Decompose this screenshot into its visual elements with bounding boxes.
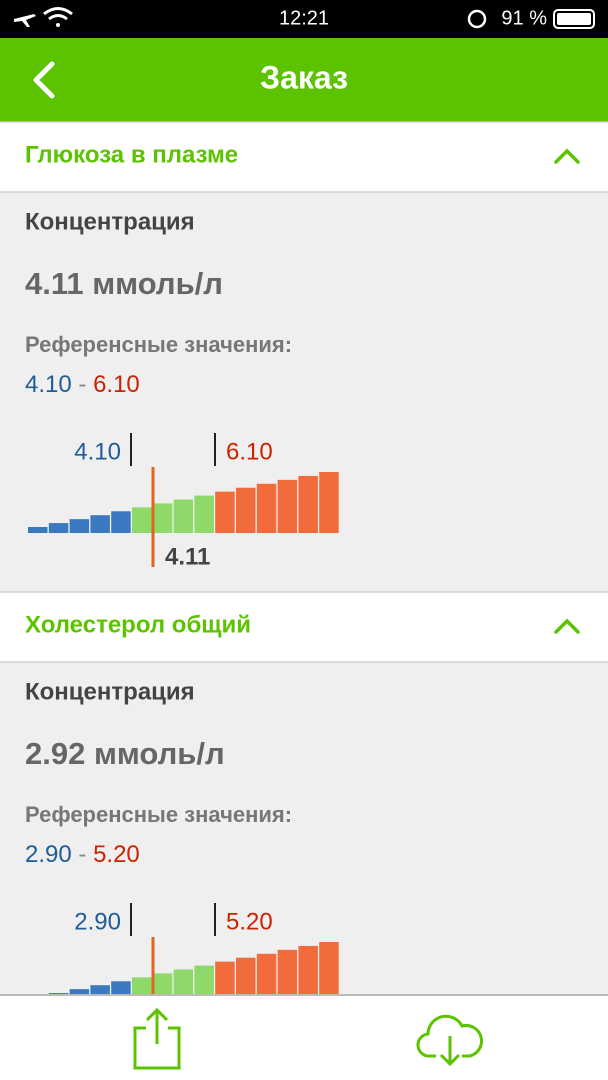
gauge-bar [277, 479, 298, 533]
reference-range: 2.90 - 5.20 [25, 841, 140, 868]
wifi-icon [43, 7, 73, 27]
reference-high: 6.10 [93, 371, 140, 398]
section-header[interactable] [0, 592, 608, 662]
reference-separator: - [78, 371, 86, 398]
result-value: 2.92 ммоль/л [25, 736, 225, 771]
reference-range: 4.10 - 6.10 [25, 371, 140, 398]
battery-icon [553, 9, 595, 29]
gauge-bar [256, 483, 277, 533]
download-button[interactable] [416, 1014, 483, 1067]
battery-level [557, 13, 591, 25]
gauge-high-label: 6.10 [226, 438, 273, 465]
gauge-bar [173, 499, 194, 533]
reference-low: 2.90 [25, 841, 72, 868]
gauge-bar [48, 523, 69, 533]
gauge-bar [194, 495, 214, 533]
toolbar [0, 995, 608, 1080]
gauge-bar [215, 491, 235, 533]
status-bar [0, 0, 608, 38]
share-button[interactable] [133, 1007, 181, 1070]
field-label: Концентрация [25, 678, 195, 705]
value-unit: ммоль/л [94, 736, 225, 771]
status-time: 12:21 [279, 7, 329, 29]
gauge-bar [152, 503, 173, 533]
field-label: Концентрация [25, 208, 195, 235]
value-number: 2.92 [25, 736, 85, 771]
gauge-bar [236, 957, 256, 1003]
result-section: Глюкоза в плазме Концентрация 4.11 ммоль/л… [0, 121, 608, 570]
airplane-icon [14, 14, 36, 27]
reference-label: Референсные значения: [25, 332, 292, 357]
collapse-chevron [554, 148, 580, 164]
section-title: Глюкоза в плазме [25, 141, 238, 168]
reference-low: 4.10 [25, 371, 72, 398]
reference-label: Референсные значения: [25, 802, 292, 827]
gauge-bar [298, 945, 318, 1003]
gauge-bar [90, 515, 110, 533]
gauge-bar [277, 949, 298, 1003]
nav-title: Заказ [260, 59, 348, 95]
marker-label: 4.11 [165, 543, 210, 570]
gauge-bar [236, 487, 256, 533]
reference-high: 5.20 [93, 841, 140, 868]
gauge-bar [132, 507, 152, 533]
section-header[interactable] [0, 122, 608, 192]
battery-percent: 91 % [501, 7, 547, 29]
section-title: Холестерол общий [25, 611, 251, 638]
value-unit: ммоль/л [92, 266, 223, 301]
gauge-low-label: 4.10 [74, 438, 121, 465]
gauge-bar [298, 475, 318, 533]
gauge-bar [319, 942, 339, 1003]
nav-bar [0, 38, 608, 122]
gauge-bar [319, 472, 339, 533]
gauge-bar [256, 953, 277, 1003]
result-value: 4.11 ммоль/л [25, 266, 223, 301]
gauge-high-label: 5.20 [226, 908, 273, 935]
collapse-chevron [554, 618, 580, 634]
reference-separator: - [78, 841, 86, 868]
gauge-bar [215, 961, 235, 1003]
rotation-lock-icon [467, 9, 487, 29]
gauge-low-label: 2.90 [74, 908, 121, 935]
gauge-bar [69, 519, 90, 533]
back-button[interactable] [33, 61, 55, 99]
gauge-bar [111, 511, 131, 533]
gauge-bar [194, 965, 214, 1003]
value-number: 4.11 [25, 266, 84, 301]
gauge-bar [28, 527, 48, 533]
